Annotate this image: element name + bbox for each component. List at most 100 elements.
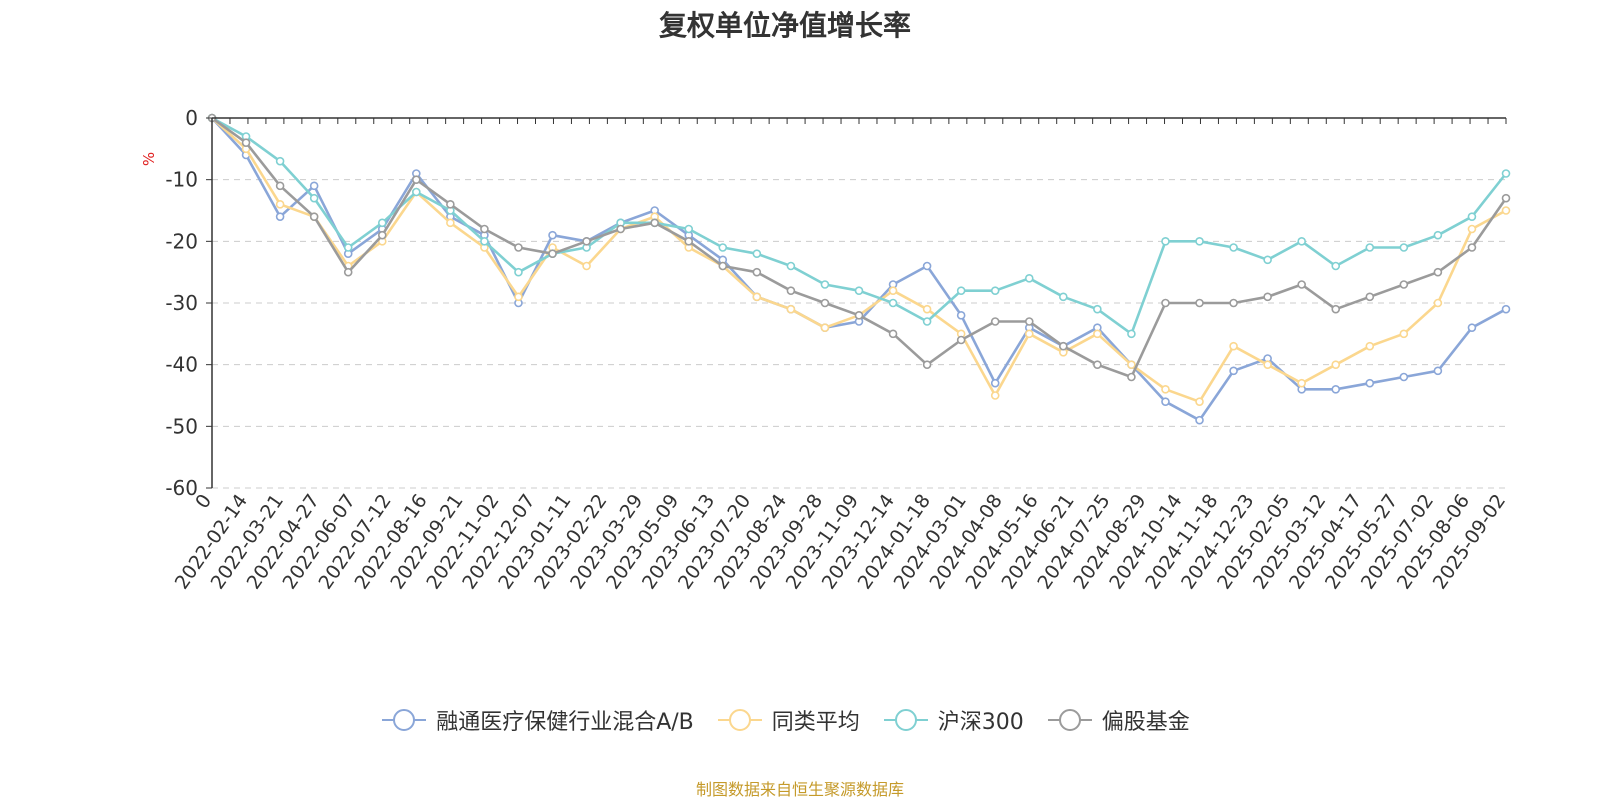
data-point xyxy=(956,286,966,295)
data-point xyxy=(1297,378,1306,388)
legend-item-equity-funds[interactable]: 偏股基金 xyxy=(1046,704,1190,736)
data-point xyxy=(1195,237,1204,246)
data-point xyxy=(1433,366,1443,376)
data-point xyxy=(1229,366,1238,376)
data-point xyxy=(616,224,625,234)
data-point xyxy=(241,138,251,147)
data-point xyxy=(446,200,455,209)
series-line xyxy=(211,117,1507,422)
legend-item-peer-average[interactable]: 同类平均 xyxy=(716,704,860,736)
data-point xyxy=(377,230,387,240)
legend-item-hs300[interactable]: 沪深300 xyxy=(882,704,1024,736)
data-point xyxy=(1093,360,1102,369)
data-point xyxy=(1501,169,1511,178)
data-point xyxy=(1399,329,1409,339)
series-layer xyxy=(207,113,1511,425)
data-point xyxy=(888,329,898,339)
data-point xyxy=(446,218,455,228)
data-point xyxy=(1331,360,1341,369)
data-point xyxy=(684,237,694,246)
data-point xyxy=(1433,298,1443,308)
data-point xyxy=(820,298,830,308)
data-point xyxy=(1467,323,1477,332)
data-point xyxy=(1024,317,1034,326)
data-point xyxy=(1229,298,1238,308)
data-point xyxy=(1501,206,1511,215)
source-note: 制图数据来自恒生聚源数据库 xyxy=(695,780,904,799)
legend-label: 融通医疗保健行业混合A/B xyxy=(436,710,694,735)
y-tick-label: -50 xyxy=(165,414,198,438)
data-point xyxy=(1059,341,1068,351)
data-point xyxy=(1467,243,1477,252)
data-point xyxy=(1331,261,1341,271)
data-point xyxy=(1297,280,1306,289)
axis-layer: 0-10-20-30-40-50-6002022-02-142022-03-21… xyxy=(165,106,1510,593)
data-point xyxy=(820,323,830,332)
x-tick-label: 0 xyxy=(191,490,216,513)
data-point xyxy=(1093,304,1102,314)
data-point xyxy=(548,230,557,240)
data-point xyxy=(514,267,523,277)
data-point xyxy=(1127,372,1136,382)
data-point xyxy=(1263,360,1272,369)
series-line xyxy=(211,116,1508,336)
data-point xyxy=(786,304,796,314)
data-point xyxy=(1161,298,1170,308)
grid-layer xyxy=(212,179,1506,489)
data-point xyxy=(582,261,591,271)
data-point xyxy=(1467,224,1477,234)
data-point xyxy=(888,298,898,308)
data-point xyxy=(990,317,1000,326)
data-point xyxy=(514,292,523,302)
data-point xyxy=(990,286,1000,295)
legend-marker-icon xyxy=(883,709,928,731)
data-point xyxy=(1127,329,1136,339)
data-point xyxy=(752,249,762,258)
y-tick-label: -10 xyxy=(165,168,198,192)
data-point xyxy=(582,237,591,246)
legend-item-fund[interactable]: 融通医疗保健行业混合A/B xyxy=(380,704,694,736)
chart-legend: 融通医疗保健行业混合A/B 同类平均 沪深300 偏股基金 xyxy=(0,704,1570,736)
data-point xyxy=(684,224,694,234)
data-point xyxy=(854,286,864,295)
data-point xyxy=(1161,237,1170,246)
data-point xyxy=(752,292,762,302)
data-point xyxy=(786,261,796,271)
data-point xyxy=(480,224,489,234)
data-point xyxy=(922,317,932,326)
data-point xyxy=(990,391,1000,400)
data-point xyxy=(377,218,387,228)
data-point xyxy=(1263,292,1272,302)
data-point xyxy=(922,360,932,369)
data-point xyxy=(956,311,966,320)
data-point xyxy=(1501,304,1511,314)
data-point xyxy=(412,175,421,184)
legend-marker-icon xyxy=(1047,709,1092,731)
data-point xyxy=(1161,397,1170,406)
chart-title: 复权单位净值增长率 xyxy=(658,9,911,42)
data-point xyxy=(786,286,796,295)
legend-label: 同类平均 xyxy=(771,710,860,735)
data-point xyxy=(650,218,659,228)
data-point xyxy=(1365,292,1375,302)
series-line xyxy=(211,117,1507,404)
data-point xyxy=(343,243,353,252)
data-point xyxy=(1433,230,1443,240)
data-point xyxy=(922,304,932,314)
legend-label: 沪深300 xyxy=(937,710,1024,735)
data-point xyxy=(956,335,966,345)
data-point xyxy=(1195,397,1204,406)
data-point xyxy=(922,261,932,271)
data-point xyxy=(1467,212,1477,221)
data-point xyxy=(480,237,489,246)
data-point xyxy=(1093,329,1102,339)
data-point xyxy=(514,243,523,252)
data-point xyxy=(275,156,285,166)
data-point xyxy=(990,378,1000,388)
data-point xyxy=(1161,385,1170,394)
data-point xyxy=(1365,243,1375,252)
y-tick-label: -20 xyxy=(165,229,198,253)
data-point xyxy=(548,249,557,258)
y-tick-label: -30 xyxy=(165,291,198,315)
